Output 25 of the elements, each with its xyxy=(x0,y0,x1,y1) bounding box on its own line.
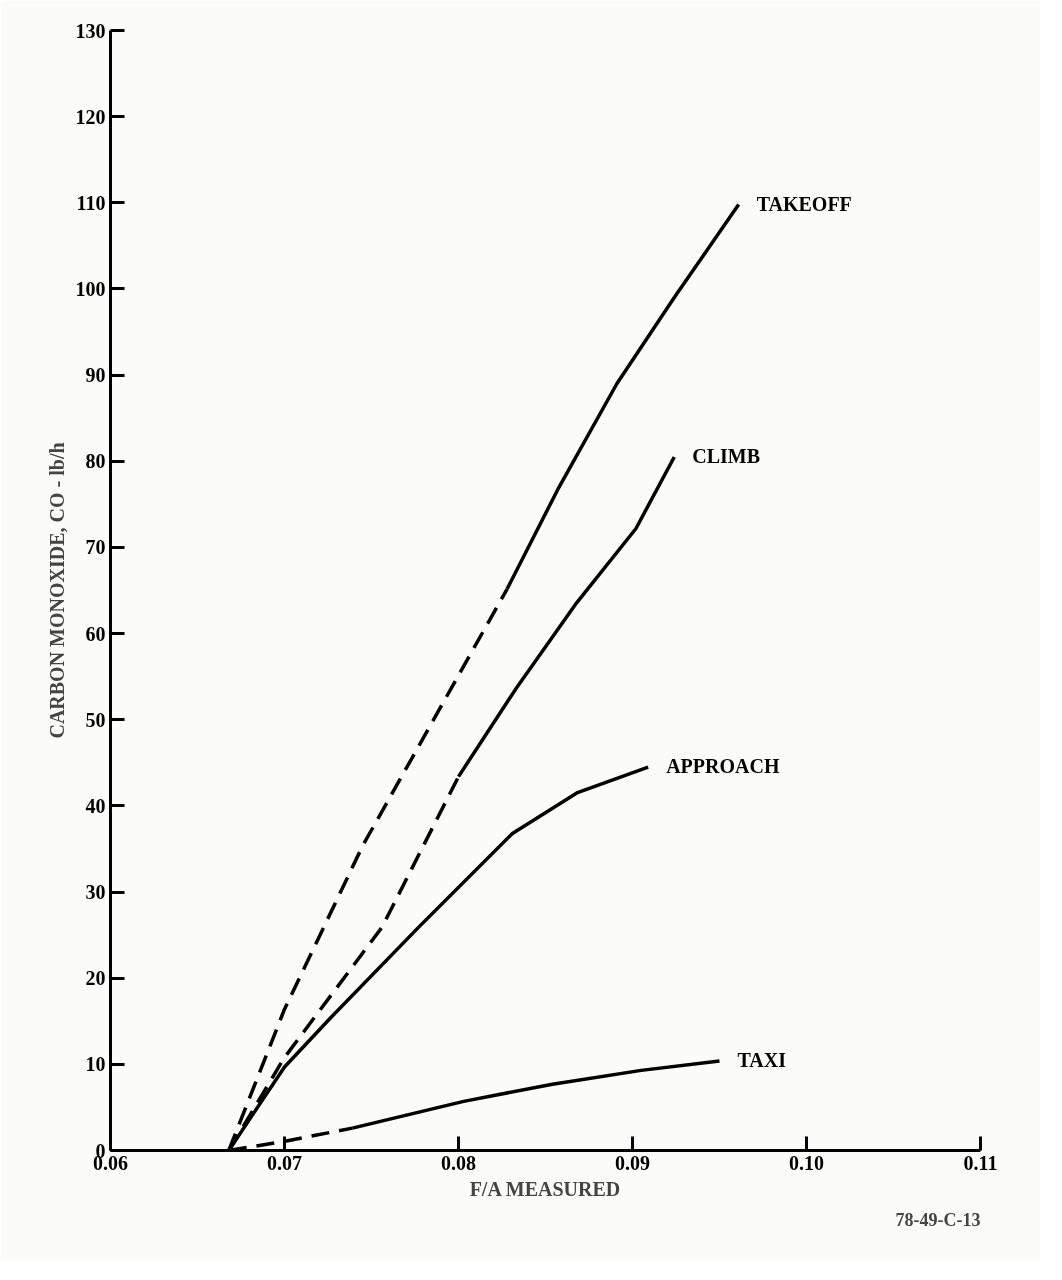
y-axis-title: CARBON MONOXIDE, CO - lb/h xyxy=(45,442,68,739)
y-tick-label: 120 xyxy=(75,105,106,128)
x-tick-label: 0.08 xyxy=(441,1151,476,1174)
y-tick-label: 20 xyxy=(85,967,106,990)
x-axis-title: F/A MEASURED xyxy=(469,1177,621,1200)
text: 78-49-C-13 xyxy=(895,1209,981,1230)
y-tick-label: 130 xyxy=(75,19,106,42)
y-tick-label: 30 xyxy=(85,881,106,904)
series-label: TAKEOFF xyxy=(756,192,852,215)
y-tick-label: 80 xyxy=(85,450,106,473)
y-tick-label: 40 xyxy=(85,794,106,817)
y-tick-label: 50 xyxy=(85,708,106,731)
y-tick-label: 70 xyxy=(85,536,106,559)
x-tick-label: 0.11 xyxy=(963,1151,998,1174)
series-label: APPROACH xyxy=(666,755,780,778)
y-tick-label: 100 xyxy=(75,277,106,300)
y-tick-label: 90 xyxy=(85,364,106,387)
x-tick-label: 0.10 xyxy=(789,1151,824,1174)
series-label: CLIMB xyxy=(692,444,761,467)
x-tick-label: 0.07 xyxy=(267,1151,302,1174)
x-tick-label: 0.09 xyxy=(615,1151,650,1174)
y-tick-label: 60 xyxy=(85,622,106,645)
series-label: TAXI xyxy=(737,1048,787,1071)
y-tick-label: 110 xyxy=(76,191,106,214)
y-tick-label: 10 xyxy=(85,1053,106,1076)
